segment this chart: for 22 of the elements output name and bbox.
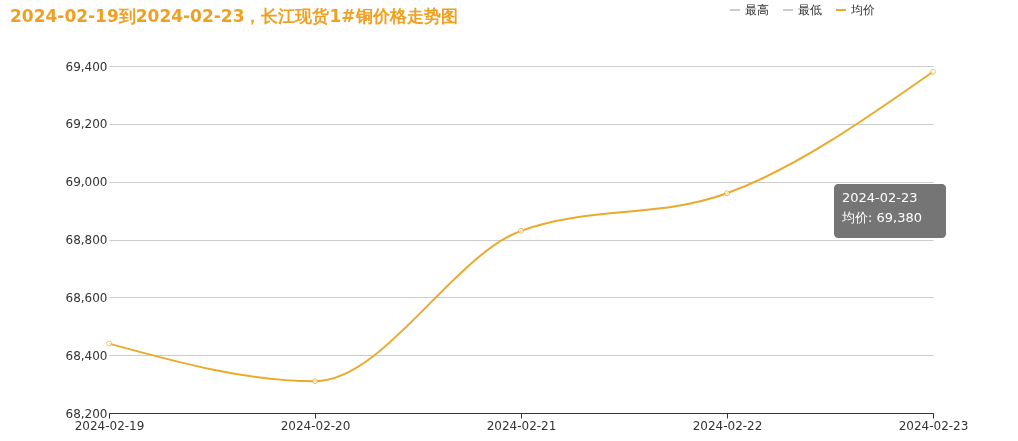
x-tick-label: 2024-02-22 [692,418,763,433]
y-tick-label: 68,400 [65,348,108,363]
legend-label: 最高 [745,3,769,17]
point [930,68,936,75]
x-tick-label: 2024-02-20 [280,418,351,433]
y-tick-label: 68,200 [65,406,108,421]
point [312,378,318,385]
y-tick-label: 69,200 [65,117,108,132]
y-tick-label: 69,400 [65,59,108,74]
chart-title: 2024-02-19到2024-02-23，长江现货1#铜价格走势图 [10,6,458,26]
x-tick-label: 2024-02-21 [486,418,557,433]
point [106,340,112,347]
point [724,190,730,197]
point [518,227,524,234]
y-tick-label: 69,000 [65,175,108,190]
legend-label: 最低 [798,3,822,17]
y-tick-label: 68,600 [65,290,108,305]
legend-label: 均价 [850,3,875,17]
x-tick-label: 2024-02-19 [74,418,145,433]
annotation: 2024-02-23 均价: 69,380 [841,190,922,225]
x-tick-label: 2024-02-23 [898,418,969,433]
y-tick-label: 68,800 [65,233,108,247]
